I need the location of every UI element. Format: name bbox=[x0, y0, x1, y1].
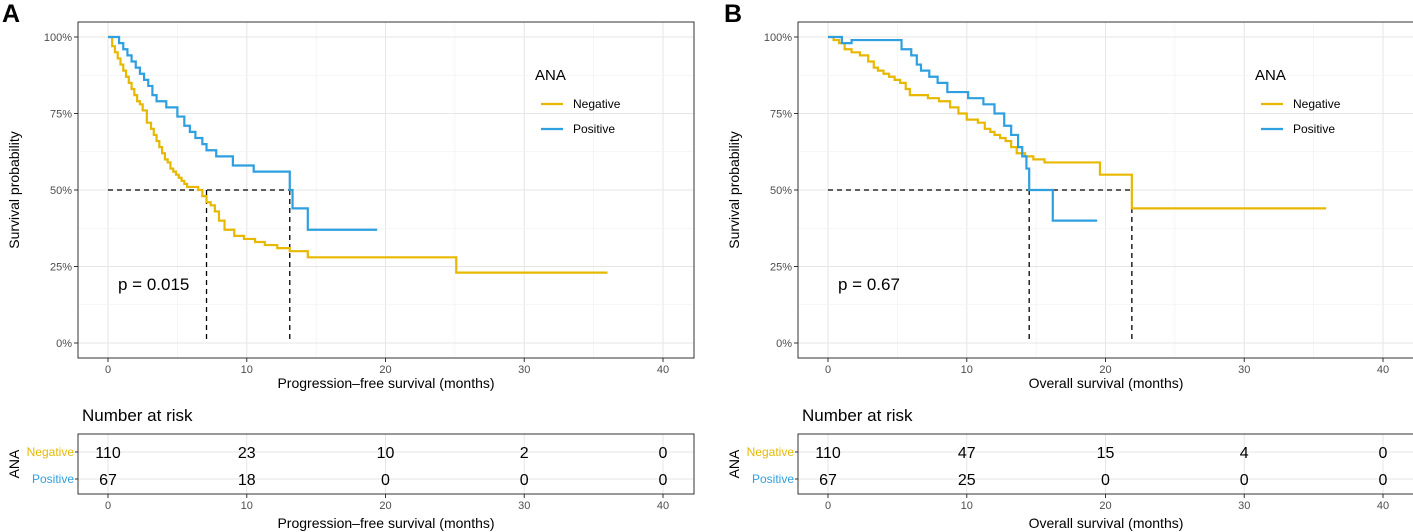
x-tick-label: 40 bbox=[1377, 364, 1389, 376]
grid bbox=[798, 22, 1413, 358]
y-tick-label: 25% bbox=[50, 262, 72, 274]
risk-count: 0 bbox=[1379, 445, 1388, 462]
risk-group-label-positive: Positive bbox=[32, 472, 74, 486]
legend-label-negative: Negative bbox=[573, 97, 621, 111]
y-tick-label: 50% bbox=[770, 185, 792, 197]
y-tick-label: 75% bbox=[50, 109, 72, 121]
x-axis-title: Overall survival (months) bbox=[1029, 375, 1184, 391]
risk-x-tick-label: 0 bbox=[105, 500, 111, 512]
risk-x-axis-title: Progression–free survival (months) bbox=[277, 515, 494, 531]
km-curve-negative bbox=[828, 35, 1327, 210]
risk-count: 0 bbox=[381, 472, 390, 489]
x-tick-label: 0 bbox=[825, 364, 831, 376]
risk-count: 18 bbox=[238, 472, 256, 489]
risk-x-tick-label: 40 bbox=[1377, 500, 1389, 512]
risk-count: 67 bbox=[819, 472, 837, 489]
x-tick-label: 30 bbox=[518, 364, 530, 376]
grid bbox=[78, 22, 694, 358]
risk-group-label-positive: Positive bbox=[752, 472, 794, 486]
x-tick-label: 40 bbox=[657, 364, 669, 376]
risk-count: 110 bbox=[95, 445, 121, 462]
legend: ANA Negative Positive bbox=[535, 67, 621, 136]
panel-letter: A bbox=[2, 0, 20, 28]
legend-title: ANA bbox=[535, 67, 566, 84]
legend-title: ANA bbox=[1255, 67, 1286, 84]
legend-label-negative: Negative bbox=[1293, 97, 1341, 111]
p-value: p = 0.67 bbox=[838, 275, 900, 294]
panel-letter: B bbox=[724, 0, 742, 28]
risk-count: 25 bbox=[958, 472, 976, 489]
risk-count: 0 bbox=[520, 472, 529, 489]
median-lines bbox=[828, 189, 1133, 343]
risk-y-axis-title: ANA bbox=[726, 449, 742, 478]
y-axis-title: Survival probability bbox=[726, 131, 742, 249]
risk-count: 0 bbox=[1101, 472, 1110, 489]
legend-label-positive: Positive bbox=[573, 122, 615, 136]
risk-x-tick-label: 10 bbox=[241, 500, 253, 512]
risk-count: 47 bbox=[958, 445, 976, 462]
x-tick-label: 30 bbox=[1238, 364, 1250, 376]
x-axis-title: Progression–free survival (months) bbox=[277, 375, 494, 391]
risk-x-tick-label: 20 bbox=[1099, 500, 1111, 512]
y-tick-label: 100% bbox=[764, 32, 792, 44]
y-tick-label: 75% bbox=[770, 109, 792, 121]
risk-count: 110 bbox=[815, 445, 841, 462]
legend-label-positive: Positive bbox=[1293, 122, 1335, 136]
x-tick-label: 10 bbox=[961, 364, 973, 376]
km-curve-positive bbox=[828, 35, 1098, 222]
risk-x-tick-label: 0 bbox=[825, 500, 831, 512]
panel-a: A 0 10 20 30 40 0% 25% 50% 75% 100% Progression–fre… bbox=[2, 0, 695, 391]
x-tick-label: 20 bbox=[1099, 364, 1111, 376]
risk-x-tick-label: 30 bbox=[1238, 500, 1250, 512]
risk-count: 2 bbox=[520, 445, 529, 462]
risk-x-tick-label: 30 bbox=[518, 500, 530, 512]
y-tick-label: 0% bbox=[776, 338, 792, 350]
risk-group-label-negative: Negative bbox=[747, 445, 795, 459]
x-tick-label: 10 bbox=[241, 364, 253, 376]
risk-count: 0 bbox=[659, 445, 668, 462]
risk-x-tick-label: 10 bbox=[961, 500, 973, 512]
y-tick-label: 25% bbox=[770, 262, 792, 274]
risk-count: 67 bbox=[99, 472, 117, 489]
risk-table-title: Number at risk bbox=[802, 406, 913, 425]
risk-count: 10 bbox=[377, 445, 395, 462]
y-axis-title: Survival probability bbox=[6, 131, 22, 249]
risk-x-tick-label: 20 bbox=[379, 500, 391, 512]
risk-count: 0 bbox=[659, 472, 668, 489]
x-tick-label: 0 bbox=[105, 364, 111, 376]
risk-count: 15 bbox=[1097, 445, 1115, 462]
risk-count: 23 bbox=[238, 445, 256, 462]
y-tick-label: 100% bbox=[44, 32, 72, 44]
km-curve-negative bbox=[108, 35, 608, 274]
km-curve-positive bbox=[108, 35, 378, 231]
risk-x-tick-label: 40 bbox=[657, 500, 669, 512]
risk-count: 0 bbox=[1240, 472, 1249, 489]
risk-group-label-negative: Negative bbox=[27, 445, 75, 459]
risk-y-axis-title: ANA bbox=[6, 449, 22, 478]
x-tick-label: 20 bbox=[379, 364, 391, 376]
p-value: p = 0.015 bbox=[118, 275, 189, 294]
risk-count: 4 bbox=[1240, 445, 1249, 462]
risk-count: 0 bbox=[1379, 472, 1388, 489]
panel-b: B 0 10 20 30 40 0% 25% 50% 75% 100% Overall surviva… bbox=[724, 0, 1413, 391]
y-tick-label: 50% bbox=[50, 185, 72, 197]
risk-table-title: Number at risk bbox=[82, 406, 193, 425]
risk-x-axis-title: Overall survival (months) bbox=[1029, 515, 1184, 531]
y-tick-label: 0% bbox=[56, 338, 72, 350]
legend: ANA Negative Positive bbox=[1255, 67, 1341, 136]
